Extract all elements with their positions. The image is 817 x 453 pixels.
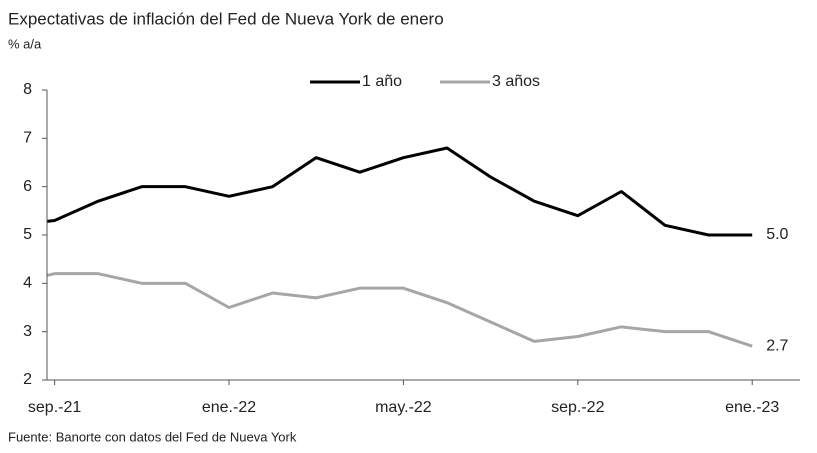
chart-title: Expectativas de inflación del Fed de Nue… <box>8 9 444 28</box>
chart-subtitle: % a/a <box>8 36 42 51</box>
x-tick-label: ene.-23 <box>725 399 779 416</box>
y-tick-label: 7 <box>23 130 32 147</box>
value-label: 2.7 <box>766 337 788 354</box>
series-line <box>47 146 753 237</box>
legend-label: 1 año <box>362 73 402 90</box>
x-tick-label: may.-22 <box>375 399 432 416</box>
series-line <box>47 272 753 348</box>
x-tick-label: ene.-22 <box>202 399 256 416</box>
x-tick-label: sep.-22 <box>551 399 604 416</box>
y-tick-label: 3 <box>23 323 32 340</box>
y-tick-label: 6 <box>23 178 32 195</box>
y-tick-label: 8 <box>23 81 32 98</box>
source-note: Fuente: Banorte con datos del Fed de Nue… <box>8 429 297 444</box>
plot-area <box>47 146 753 348</box>
x-tick-label: sep.-21 <box>28 399 81 416</box>
value-label: 5.0 <box>766 226 788 243</box>
y-tick-label: 2 <box>23 371 32 388</box>
legend-label: 3 años <box>492 73 540 90</box>
y-tick-label: 4 <box>23 275 32 292</box>
y-tick-label: 5 <box>23 226 32 243</box>
